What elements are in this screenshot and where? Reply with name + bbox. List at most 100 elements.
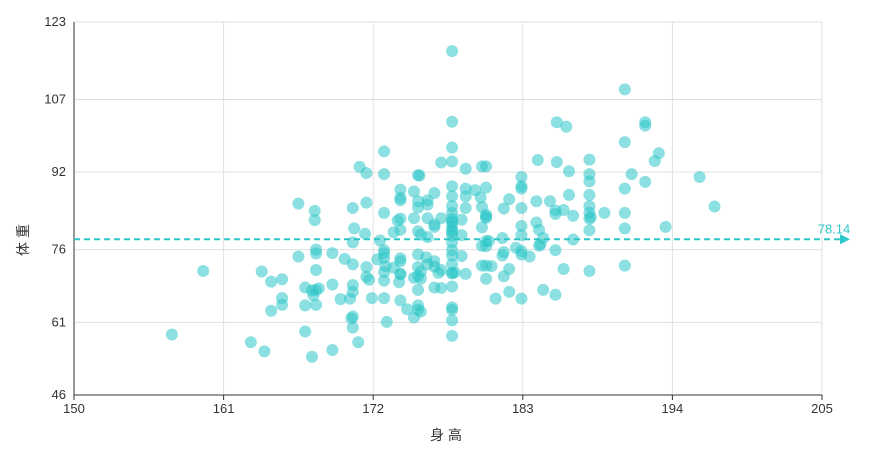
scatter-point [165,328,178,341]
scatter-point [515,219,528,232]
scatter-point [693,171,706,184]
scatter-point [428,255,441,268]
scatter-point [378,206,391,219]
scatter-point [515,292,528,305]
scatter-point [557,203,570,216]
scatter-point [378,274,391,287]
scatter-point [346,310,359,323]
scatter-point [446,303,459,316]
scatter-point [408,212,420,225]
scatter-point [618,206,631,219]
scatter-point [639,119,652,132]
scatter-point [560,120,573,133]
scatter-point [265,275,278,288]
scatter-point [557,263,570,276]
average-line-label: 78.14 [818,221,851,236]
scatter-point [544,195,556,208]
scatter-point [414,272,427,285]
axes: 46 61 76 92 107 123 150 161 172 183 194 205 [44,14,833,416]
scatter-point [563,188,576,201]
scatter-point [618,136,631,149]
scatter-point [503,263,516,276]
scatter-point [394,212,407,225]
scatter-point [618,222,631,235]
scatter-point [497,202,510,215]
x-tick-label: 161 [213,401,235,416]
scatter-point [346,202,359,215]
scatter-point [326,278,339,291]
scatter-point [515,229,528,242]
scatter-point [446,314,459,327]
scatter-point [346,285,359,298]
y-tick-label: 76 [52,242,66,257]
scatter-point [537,232,550,245]
scatter-point [299,299,312,312]
scatter-point [255,265,268,278]
scatter-point [276,273,289,286]
scatter-point [412,201,425,214]
scatter-point [497,246,510,259]
scatter-point [401,303,414,316]
scatter-point [435,212,448,225]
scatter-point [583,224,596,237]
x-tick-label: 172 [362,401,384,416]
scatter-point [549,244,562,257]
scatter-point [394,268,407,281]
scatter-point [310,298,323,311]
scatter-point [485,260,498,273]
scatter-point [652,147,665,160]
scatter-point [197,264,210,277]
scatter-point [244,336,257,349]
grid-lines [74,21,823,395]
scatter-point [408,185,420,198]
x-tick-label: 205 [811,401,833,416]
scatter-point [482,234,495,247]
scatter-point [308,214,321,227]
scatter-point [365,292,378,305]
data-points [165,45,721,363]
scatter-point [583,264,596,277]
scatter-point [352,336,365,349]
scatter-point [326,343,339,356]
y-tick-label: 123 [44,14,66,29]
y-tick-label: 92 [52,164,66,179]
scatter-point [563,165,576,178]
scatter-point [346,321,359,334]
scatter-point [618,182,631,195]
scatter-point [446,190,459,203]
y-tick-label: 46 [52,387,66,402]
scatter-point [584,211,597,224]
scatter-point [326,247,339,260]
scatter-point [276,298,289,311]
scatter-point [308,204,321,217]
scatter-point [618,259,631,272]
scatter-point [310,264,323,277]
scatter-point [394,255,407,268]
scatter-point [618,83,631,96]
scatter-point [459,202,472,215]
x-tick-label: 150 [63,401,85,416]
average-line-arrow [840,234,850,245]
scatter-point [413,169,426,182]
scatter-point [292,250,305,263]
scatter-point [625,168,638,181]
scatter-point [360,167,373,180]
scatter-point [550,155,563,168]
scatter-point [421,231,434,244]
scatter-point [489,292,502,305]
scatter-point [550,116,563,129]
x-axis-title: 身高 [430,427,466,444]
scatter-point [348,222,361,235]
scatter-point [598,206,611,219]
scatter-point [455,229,468,242]
scatter-point [435,156,448,169]
scatter-point [549,288,562,301]
scatter-point [446,329,459,342]
scatter-point [346,258,359,271]
scatter-point [515,182,528,195]
scatter-point [306,350,318,363]
scatter-point [446,45,459,58]
scatter-point [567,209,580,222]
scatter-point [378,292,391,305]
